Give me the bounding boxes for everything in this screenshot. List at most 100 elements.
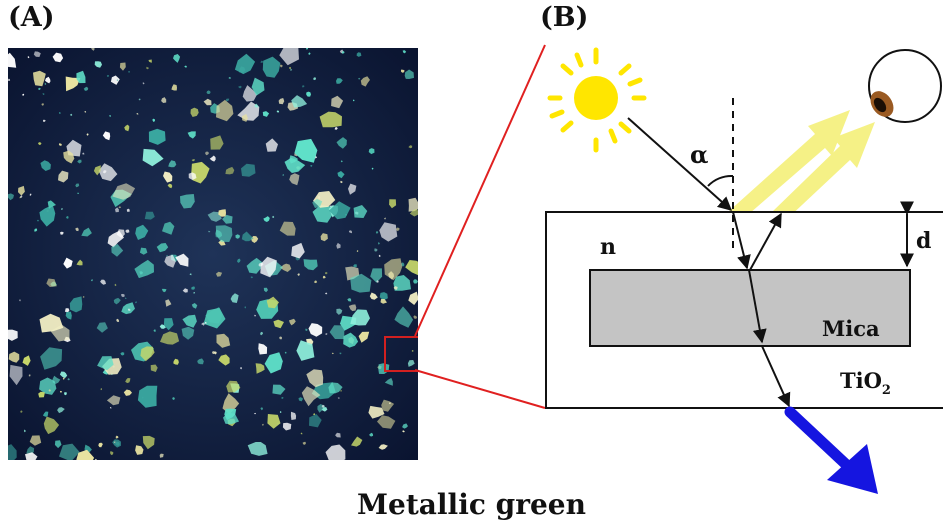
pigment-flake [43, 119, 46, 122]
pigment-flake [62, 377, 65, 380]
pigment-flake [284, 351, 287, 354]
pigment-flake [45, 76, 51, 84]
pigment-flake [184, 65, 187, 68]
pigment-flake [290, 68, 293, 71]
pigment-flake [291, 242, 305, 259]
pigment-flake [29, 435, 42, 446]
pigment-flake [212, 351, 215, 354]
pigment-flake [301, 386, 321, 407]
pigment-flake [98, 163, 118, 182]
pigment-flake [58, 112, 61, 114]
pigment-flake [376, 280, 379, 283]
panel-b-label: (B) [540, 2, 589, 33]
pigment-micrograph [8, 48, 418, 460]
pigment-flake [244, 306, 246, 309]
pigment-flake [379, 292, 388, 301]
pigment-flake [268, 312, 271, 315]
pigment-flake [50, 324, 70, 342]
pigment-flake [58, 170, 69, 183]
pigment-flake [207, 211, 222, 222]
pigment-flake [102, 170, 107, 174]
tio2-label: TiO2 [840, 368, 891, 398]
pigment-flake [8, 444, 17, 460]
pigment-flake [34, 228, 38, 232]
pigment-flake [371, 167, 374, 170]
pigment-flake [408, 145, 413, 149]
pigment-flake [280, 64, 283, 68]
pigment-flake [102, 131, 111, 141]
pigment-flake [300, 432, 303, 435]
pigment-flake [8, 193, 14, 201]
pigment-flake [163, 318, 174, 331]
pigment-flake [127, 308, 131, 311]
pigment-flake [272, 384, 286, 395]
pigment-flake [395, 227, 400, 231]
pigment-flake [64, 392, 67, 396]
pigment-flake [82, 152, 85, 155]
pigment-flake [226, 380, 241, 393]
pigment-flake [216, 99, 234, 122]
pigment-flake [263, 216, 270, 222]
pigment-flake [126, 208, 130, 212]
pigment-flake [402, 430, 405, 433]
pigment-flake [320, 233, 328, 242]
pigment-flake [112, 183, 136, 200]
pigment-flake [228, 77, 231, 79]
pigment-flake [116, 318, 120, 322]
pigment-flake [312, 198, 323, 209]
pigment-flake [136, 113, 139, 115]
pigment-flake [124, 124, 130, 132]
pigment-flake [342, 51, 345, 54]
pigment-flake [160, 331, 180, 345]
pigment-flake [230, 293, 239, 303]
pigment-flake [47, 200, 56, 209]
pigment-flake [297, 273, 300, 276]
pigment-flake [175, 253, 189, 267]
pigment-flake [8, 329, 18, 341]
pigment-flake [306, 91, 311, 97]
pigment-flake [215, 225, 233, 242]
pigment-flake [305, 328, 308, 331]
pigment-flake [272, 215, 275, 218]
pigment-flake [190, 107, 199, 117]
pigment-flake [134, 301, 137, 304]
pigment-flake [262, 111, 270, 117]
pigment-flake [38, 87, 41, 90]
pigment-flake [138, 98, 141, 101]
pigment-flake [401, 69, 405, 73]
pigment-flake [139, 271, 143, 275]
pigment-flake [181, 326, 195, 340]
pigment-flake [165, 299, 172, 307]
pigment-flake [65, 76, 81, 92]
pigment-flake [240, 367, 242, 370]
pigment-flake [289, 155, 299, 164]
pigment-flake [203, 307, 226, 329]
pigment-flake [59, 443, 80, 460]
pigment-flake [328, 382, 343, 394]
pigment-flake [70, 113, 73, 116]
pigment-flake [289, 173, 300, 186]
pigment-flake [142, 82, 145, 85]
pigment-flake [384, 377, 393, 386]
pigment-flake [163, 171, 173, 183]
pigment-flake [40, 347, 63, 370]
pigment-flake [98, 442, 103, 448]
pigment-flake [393, 275, 411, 291]
pigment-flake [336, 308, 343, 315]
pigment-flake [374, 248, 378, 252]
pigment-flake [20, 195, 23, 198]
pigment-flake [75, 183, 80, 188]
pigment-flake [91, 48, 95, 51]
pigment-flake [82, 296, 85, 298]
pigment-flake [279, 48, 299, 66]
pigment-flake [260, 407, 263, 411]
pigment-flake [325, 292, 328, 295]
pigment-flake [182, 314, 197, 328]
pigment-flake [106, 75, 109, 77]
pigment-flake [282, 422, 292, 431]
pigment-flake [86, 133, 89, 136]
pigment-flake [24, 429, 26, 433]
pigment-flake [152, 118, 155, 122]
pigment-flake [38, 142, 42, 146]
pigment-flake [348, 304, 357, 312]
